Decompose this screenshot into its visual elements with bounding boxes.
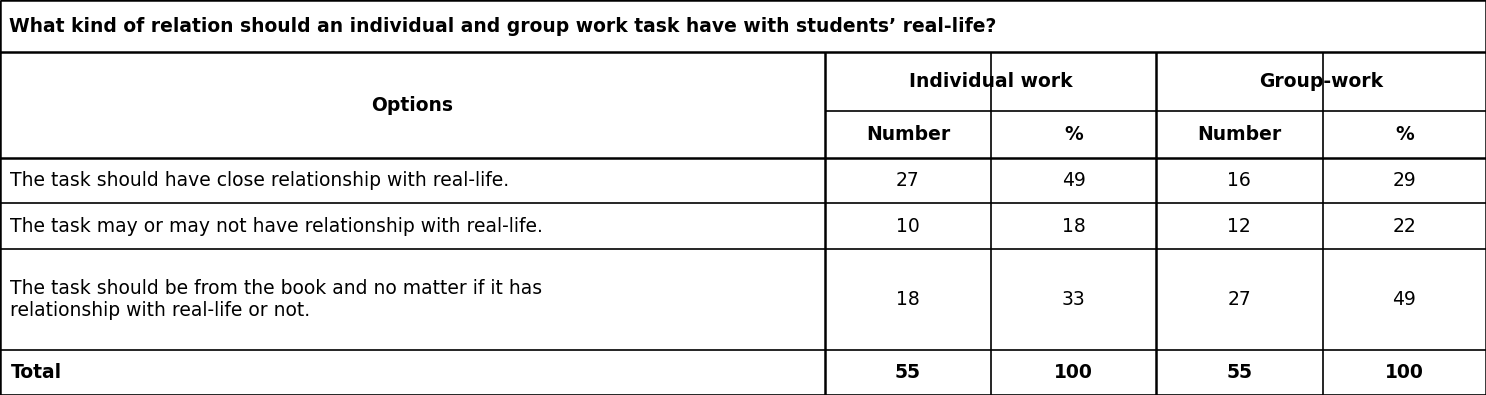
Text: 55: 55 [895, 363, 921, 382]
Text: The task may or may not have relationship with real-life.: The task may or may not have relationshi… [10, 216, 544, 236]
Text: Group-work: Group-work [1259, 72, 1383, 91]
Text: Total: Total [10, 363, 61, 382]
Text: 33: 33 [1062, 290, 1085, 309]
Text: 18: 18 [896, 290, 920, 309]
Text: 55: 55 [1226, 363, 1253, 382]
Text: Number: Number [1198, 125, 1281, 144]
Text: 16: 16 [1227, 171, 1251, 190]
Text: The task should have close relationship with real-life.: The task should have close relationship … [10, 171, 510, 190]
Text: %: % [1064, 125, 1083, 144]
Text: 29: 29 [1392, 171, 1416, 190]
Text: 27: 27 [1227, 290, 1251, 309]
Text: 100: 100 [1385, 363, 1424, 382]
Text: 12: 12 [1227, 216, 1251, 236]
Text: 22: 22 [1392, 216, 1416, 236]
Text: %: % [1395, 125, 1413, 144]
Text: What kind of relation should an individual and group work task have with student: What kind of relation should an individu… [9, 17, 996, 36]
Text: 10: 10 [896, 216, 920, 236]
Text: Number: Number [866, 125, 950, 144]
Text: Options: Options [372, 96, 453, 115]
Text: 49: 49 [1392, 290, 1416, 309]
Text: The task should be from the book and no matter if it has
relationship with real-: The task should be from the book and no … [10, 279, 542, 320]
Text: 100: 100 [1054, 363, 1094, 382]
Text: 27: 27 [896, 171, 920, 190]
Text: Individual work: Individual work [908, 72, 1073, 91]
Text: 18: 18 [1062, 216, 1085, 236]
Text: 49: 49 [1061, 171, 1086, 190]
